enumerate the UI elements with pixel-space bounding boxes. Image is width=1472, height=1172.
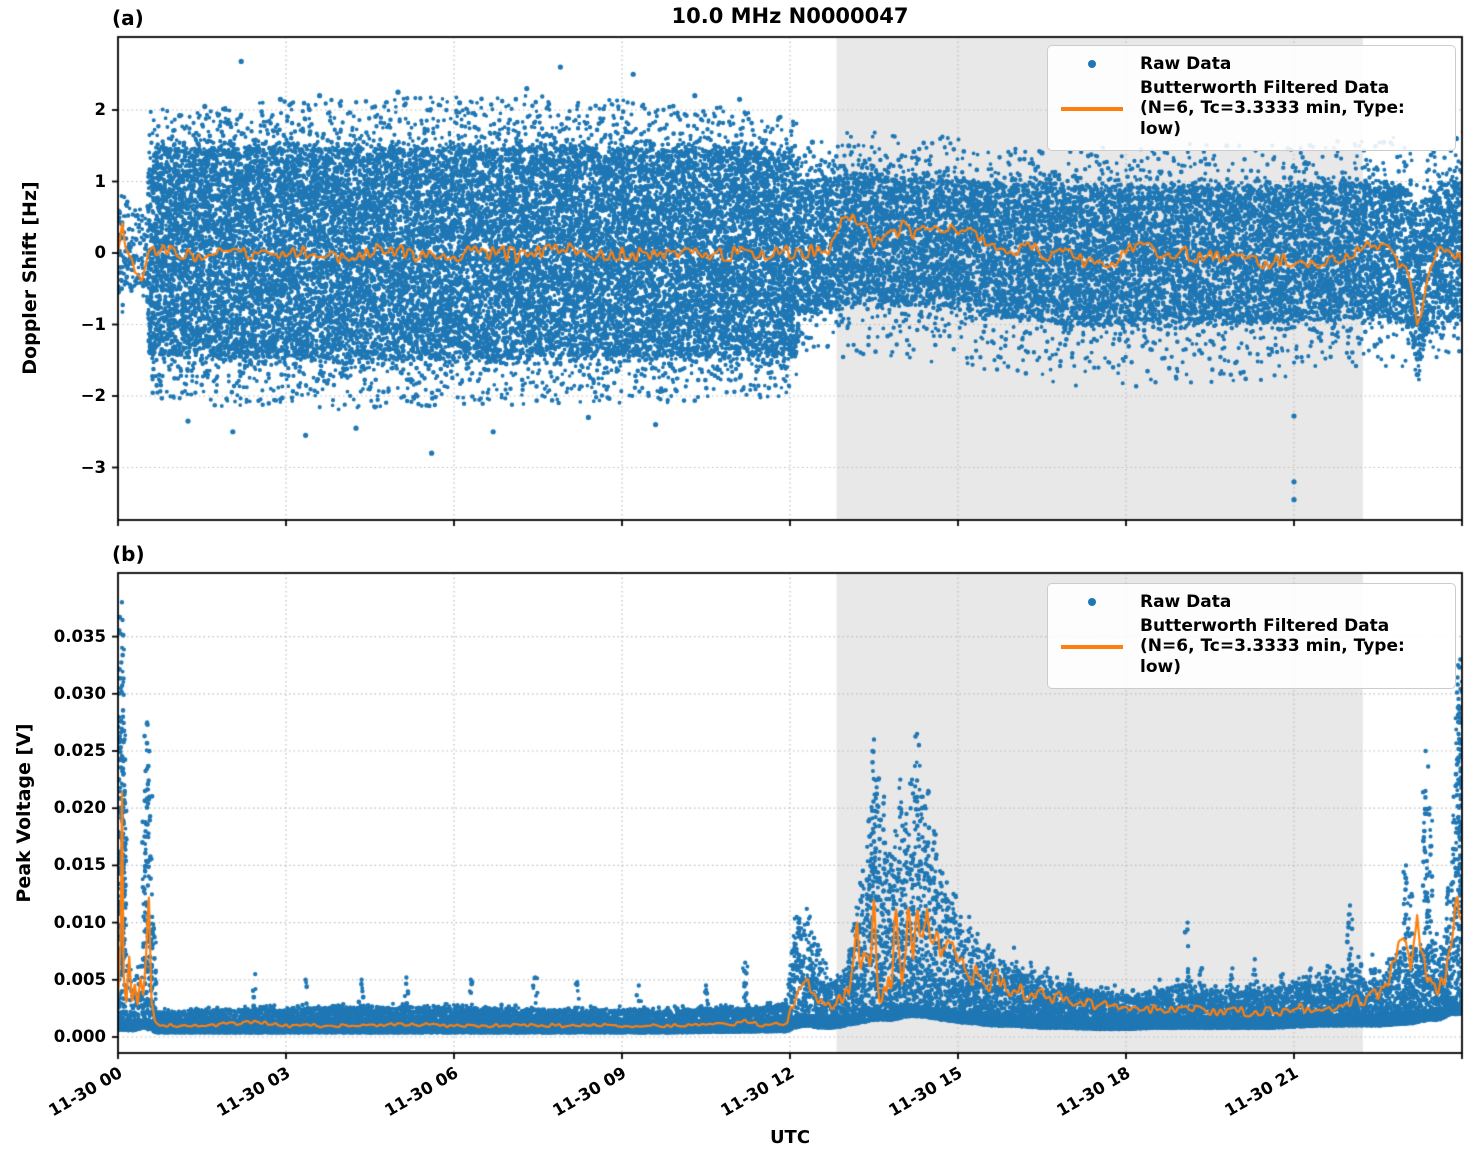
legend-filtered-entry: Butterworth Filtered Data (N=6, Tc=3.333… bbox=[1056, 616, 1447, 678]
panel-a-label: (a) bbox=[112, 6, 144, 30]
raw-data-marker-icon bbox=[1056, 598, 1128, 607]
y-tick-label: 0 bbox=[94, 243, 106, 262]
y-tick-label: 0.015 bbox=[53, 855, 106, 875]
y-tick-label: 0.025 bbox=[53, 741, 106, 760]
y-tick-label: −2 bbox=[80, 386, 106, 405]
y-tick-label: −3 bbox=[80, 457, 106, 477]
y-tick-label: 0.000 bbox=[53, 1027, 106, 1046]
legend-filtered-label-line2: (N=6, Tc=3.3333 min, Type: low) bbox=[1140, 636, 1405, 678]
figure-title: 10.0 MHz N0000047 bbox=[671, 4, 909, 28]
panel-a-ylabel: Doppler Shift [Hz] bbox=[19, 181, 41, 375]
x-axis-label: UTC bbox=[769, 1127, 811, 1148]
y-tick-label: 0.005 bbox=[53, 969, 106, 989]
y-tick-label: 1 bbox=[94, 171, 106, 191]
y-tick-label: 0.030 bbox=[53, 683, 106, 703]
legend-raw-label: Raw Data bbox=[1140, 592, 1232, 612]
y-tick-label: 0.020 bbox=[53, 798, 106, 818]
legend-raw-label: Raw Data bbox=[1140, 54, 1232, 74]
legend-filtered-label-line1: Butterworth Filtered Data bbox=[1140, 77, 1390, 98]
y-tick-label: 0.035 bbox=[53, 626, 106, 646]
panel-b-label: (b) bbox=[112, 542, 145, 566]
filtered-line-marker-icon bbox=[1056, 107, 1128, 111]
legend-panel-a: Raw Data Butterworth Filtered Data (N=6,… bbox=[1047, 45, 1456, 151]
y-tick-label: −1 bbox=[80, 314, 106, 334]
filtered-line-marker-icon bbox=[1056, 645, 1128, 649]
legend-raw-entry: Raw Data bbox=[1056, 592, 1447, 613]
legend-filtered-entry: Butterworth Filtered Data (N=6, Tc=3.333… bbox=[1056, 78, 1447, 140]
y-tick-label: 0.010 bbox=[53, 912, 106, 932]
legend-panel-b: Raw Data Butterworth Filtered Data (N=6,… bbox=[1047, 583, 1456, 689]
raw-data-marker-icon bbox=[1056, 60, 1128, 69]
legend-filtered-label-line1: Butterworth Filtered Data bbox=[1140, 615, 1390, 636]
legend-filtered-label-line2: (N=6, Tc=3.3333 min, Type: low) bbox=[1140, 98, 1405, 140]
legend-raw-entry: Raw Data bbox=[1056, 54, 1447, 75]
y-tick-label: 2 bbox=[94, 100, 106, 119]
